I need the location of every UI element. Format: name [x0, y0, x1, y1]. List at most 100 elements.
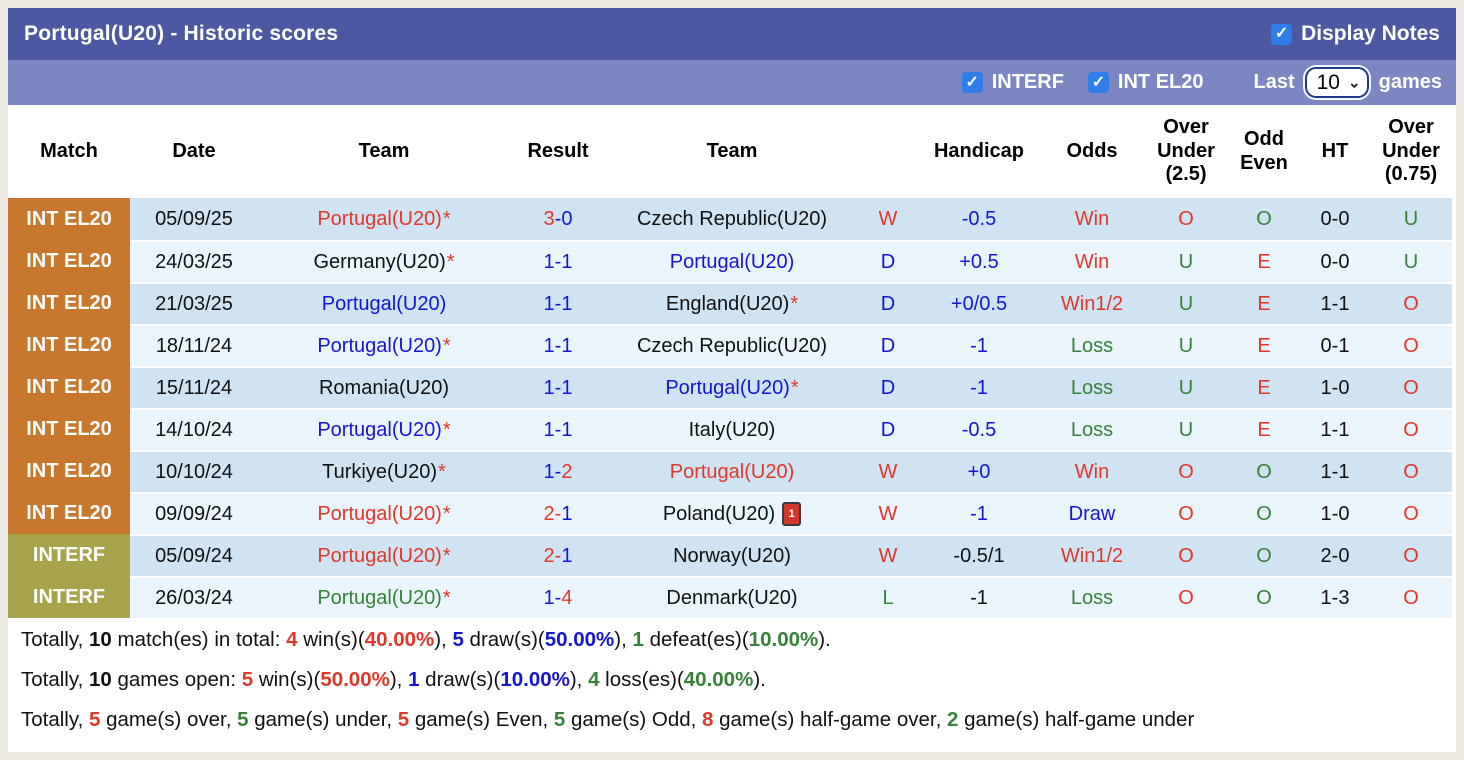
- half-time-score: 0-0: [1320, 250, 1350, 273]
- table-row: INTERF 05/09/24 Portugal(U20) * 2-1 Norway(U2…: [8, 534, 1456, 576]
- over-under-2-5: U: [1178, 334, 1194, 357]
- away-team-name: England(U20): [665, 292, 790, 315]
- games-count-select[interactable]: 10: [1314, 70, 1363, 95]
- odd-even: E: [1257, 250, 1271, 273]
- result-score: 1-1: [510, 284, 606, 324]
- summary-segment: 10.00%: [748, 628, 819, 651]
- odds-result: Loss: [1070, 334, 1114, 357]
- summary-segment: game(s) half-game under: [958, 708, 1195, 731]
- half-time-score: 1-1: [1320, 418, 1350, 441]
- away-score: 1: [561, 292, 573, 315]
- wdl-result: D: [880, 334, 896, 357]
- away-team-name: Denmark(U20): [666, 586, 798, 609]
- home-score: 1: [543, 250, 555, 273]
- column-header-result: Result: [527, 139, 589, 162]
- league-badge: INTERF: [8, 576, 130, 618]
- summary-segment: 50.00%: [320, 668, 390, 691]
- over-under-2-5: U: [1178, 376, 1194, 399]
- row-cells: 05/09/25 Portugal(U20) * 3-0 Czech Republic(…: [130, 198, 1452, 240]
- home-team: Portugal(U20) *: [258, 198, 510, 240]
- over-under-0-75: O: [1403, 376, 1419, 399]
- summary-segment: defeat(es)(: [643, 628, 749, 651]
- home-team-star: *: [442, 586, 451, 609]
- filter-interf[interactable]: ✓ INTERF: [961, 71, 1064, 94]
- wdl-result: W: [878, 544, 898, 567]
- summary-segment: ),: [389, 668, 409, 691]
- odd-even: E: [1257, 334, 1271, 357]
- league-badge: INT EL20: [8, 240, 130, 282]
- column-header-team: Team: [358, 139, 410, 162]
- odd-even: O: [1256, 502, 1272, 525]
- summary-segment: 2: [947, 708, 959, 731]
- away-team: Czech Republic(U20): [606, 198, 858, 240]
- match-date: 05/09/25: [155, 207, 233, 230]
- wdl-result: W: [878, 207, 898, 230]
- score-dash: -: [554, 334, 562, 357]
- away-team: Portugal(U20): [606, 242, 858, 282]
- summary-line-1: Totally, 10 match(es) in total: 4 win(s)…: [8, 620, 1456, 660]
- score-dash: -: [554, 376, 562, 399]
- odds-result: Win: [1074, 460, 1110, 483]
- interf-checkbox-icon[interactable]: ✓: [961, 72, 983, 93]
- summary-segment: 5: [553, 708, 566, 731]
- summary-segment: 10: [88, 668, 112, 691]
- page-title: Portugal(U20) - Historic scores: [24, 22, 339, 45]
- home-team: Portugal(U20) *: [258, 494, 510, 534]
- table-row: INT EL20 09/09/24 Portugal(U20) * 2-1 Poland(…: [8, 492, 1456, 534]
- wdl-result: W: [878, 502, 898, 525]
- away-team: Italy(U20): [606, 410, 858, 450]
- league-badge: INT EL20: [8, 492, 130, 534]
- over-under-0-75: O: [1403, 502, 1419, 525]
- match-date: 24/03/25: [155, 250, 233, 273]
- away-score: 1: [561, 376, 573, 399]
- summary-segment: Totally,: [21, 628, 89, 651]
- home-score: 1: [543, 586, 555, 609]
- half-time-score: 0-0: [1320, 207, 1350, 230]
- summary-segment: ).: [818, 628, 831, 651]
- match-date: 15/11/24: [155, 376, 233, 399]
- home-team: Portugal(U20) *: [258, 326, 510, 366]
- summary-section: Totally, 10 match(es) in total: 4 win(s)…: [8, 618, 1456, 752]
- away-score: 0: [561, 207, 573, 230]
- historic-scores-panel: Portugal(U20) - Historic scores ✓ Displa…: [8, 8, 1456, 752]
- summary-segment: 5: [241, 668, 254, 691]
- int-el20-checkbox-icon[interactable]: ✓: [1087, 72, 1109, 93]
- red-card-icon: 1: [782, 502, 802, 526]
- table-row: INT EL20 15/11/24 Romania(U20) 1-1 Portugal(…: [8, 366, 1456, 408]
- summary-segment: ).: [753, 668, 766, 691]
- over-under-0-75: O: [1403, 586, 1419, 609]
- league-badge: INTERF: [8, 534, 130, 576]
- over-under-0-75: U: [1403, 250, 1419, 273]
- odd-even: O: [1256, 586, 1272, 609]
- home-score: 3: [543, 207, 555, 230]
- display-notes-toggle[interactable]: ✓ Display Notes: [1271, 22, 1440, 46]
- wdl-result: D: [880, 250, 896, 273]
- away-score: 2: [561, 460, 573, 483]
- score-dash: -: [554, 460, 562, 483]
- table-body: INT EL20 05/09/25 Portugal(U20) * 3-0 Czech R…: [8, 198, 1456, 618]
- away-team: Norway(U20): [606, 536, 858, 576]
- handicap-value: -1: [970, 334, 988, 357]
- odd-even: E: [1257, 376, 1271, 399]
- home-team-name: Portugal(U20): [317, 544, 442, 567]
- over-under-2-5: O: [1178, 586, 1194, 609]
- filter-int-el20[interactable]: ✓ INT EL20: [1087, 71, 1204, 94]
- handicap-value: -0.5: [961, 207, 997, 230]
- home-team-star: *: [438, 460, 446, 483]
- home-score: 1: [543, 460, 555, 483]
- column-header-match: Match: [40, 139, 98, 162]
- odds-result: Win: [1074, 250, 1110, 273]
- league-badge: INT EL20: [8, 324, 130, 366]
- away-team-name: Czech Republic(U20): [636, 207, 828, 230]
- summary-segment: win(s)(: [297, 628, 365, 651]
- summary-segment: 4: [588, 668, 600, 691]
- over-under-2-5: O: [1178, 460, 1194, 483]
- summary-segment: loss(es)(: [599, 668, 684, 691]
- odd-even: O: [1256, 544, 1272, 567]
- match-date: 09/09/24: [155, 502, 233, 525]
- summary-segment: 1: [408, 668, 420, 691]
- summary-segment: 5: [237, 708, 249, 731]
- row-cells: 05/09/24 Portugal(U20) * 2-1 Norway(U20) W -0.…: [130, 534, 1452, 576]
- over-under-0-75: O: [1403, 418, 1419, 441]
- display-notes-checkbox-icon[interactable]: ✓: [1271, 23, 1293, 45]
